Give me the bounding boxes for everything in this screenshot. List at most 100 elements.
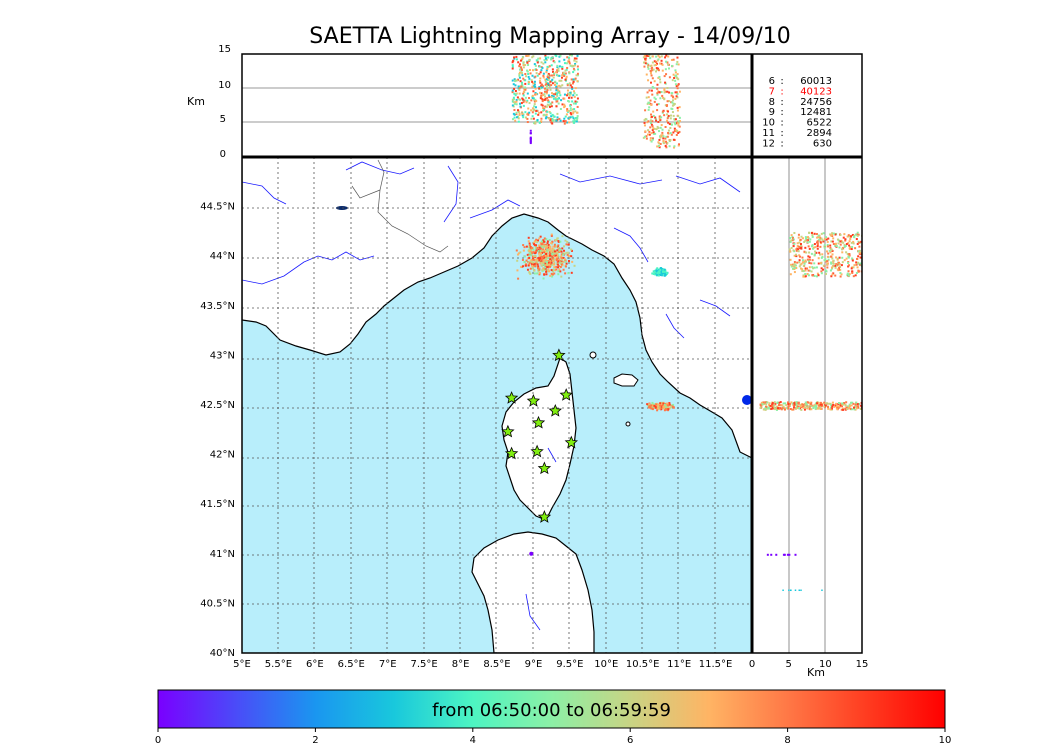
altitude-point: [664, 104, 667, 107]
altitude-point: [540, 120, 543, 123]
side-point: [794, 253, 797, 256]
side-point: [807, 255, 810, 258]
map-panel: [242, 157, 752, 653]
altitude-point: [566, 83, 569, 86]
latitude-tick-label: 41.5°N: [200, 499, 235, 510]
lightning-point: [551, 263, 554, 266]
altitude-point: [522, 61, 525, 64]
side-point: [786, 407, 789, 410]
side-point: [775, 408, 778, 411]
side-point: [826, 245, 829, 248]
side-point: [850, 235, 853, 238]
lightning-point: [551, 275, 554, 278]
side-point: [852, 275, 855, 278]
legend-separator: :: [780, 76, 783, 87]
altitude-point: [548, 83, 551, 86]
side-point: [812, 247, 815, 250]
altitude-point: [547, 82, 550, 85]
altitude-point: [569, 107, 572, 110]
altitude-point: [671, 64, 674, 67]
altitude-point: [556, 94, 559, 97]
lightning-point: [565, 262, 568, 265]
legend-count: 6522: [807, 118, 832, 129]
side-point: [771, 403, 774, 406]
altitude-point: [553, 73, 556, 76]
side-point: [766, 407, 769, 410]
altitude-point: [550, 84, 553, 87]
lightning-point: [540, 259, 543, 262]
side-point: [808, 407, 811, 410]
lightning-point: [658, 405, 661, 408]
altitude-point: [556, 116, 559, 119]
lightning-point: [662, 269, 665, 272]
altitude-point: [656, 125, 659, 128]
altitude-point: [526, 92, 529, 95]
lightning-point: [558, 268, 561, 271]
side-point: [835, 245, 838, 248]
lightning-point: [567, 255, 570, 258]
altitude-point: [545, 78, 548, 81]
side-point: [832, 243, 835, 246]
altitude-point: [530, 79, 533, 82]
altitude-point: [654, 98, 657, 101]
side-point: [859, 262, 862, 265]
side-point: [793, 271, 796, 274]
lightning-point: [563, 252, 566, 255]
altitude-point: [665, 60, 668, 63]
altitude-point: [539, 71, 542, 74]
altitude-point: [642, 56, 645, 59]
side-point: [847, 261, 850, 264]
altitude-point: [529, 72, 532, 75]
lightning-point: [555, 259, 558, 262]
longitude-tick-label: 5.5°E: [265, 659, 292, 670]
altitude-point: [555, 88, 558, 91]
side-point: [799, 403, 802, 406]
altitude-point: [644, 62, 647, 65]
altitude-point: [651, 85, 654, 88]
side-point: [811, 234, 814, 237]
capraia-island: [589, 351, 597, 359]
station-star-icon: [559, 388, 573, 401]
altitude-point: [547, 72, 550, 75]
legend-hour-label: 12: [762, 138, 775, 149]
altitude-point: [676, 96, 679, 99]
lightning-point: [560, 255, 563, 258]
altitude-point: [522, 56, 525, 59]
side-point: [854, 247, 857, 250]
legend-count: 40123: [800, 86, 832, 97]
side-point: [831, 265, 834, 268]
side-point: [825, 238, 828, 241]
altitude-point: [538, 121, 541, 124]
altitude-point: [544, 54, 547, 57]
side-point: [802, 261, 805, 264]
side-point: [789, 273, 792, 276]
lightning-point: [539, 241, 542, 244]
side-point: [789, 236, 792, 239]
side-point: [831, 234, 834, 237]
side-point: [838, 246, 841, 249]
lightning-point: [531, 262, 534, 265]
lightning-point: [527, 240, 530, 243]
alt-tick: 0: [220, 149, 226, 160]
side-point: [819, 241, 822, 244]
lightning-point: [561, 262, 564, 265]
altitude-point: [552, 60, 555, 63]
side-point: [812, 267, 815, 270]
lightning-point: [664, 273, 667, 276]
altitude-point: [677, 84, 680, 87]
side-point: [808, 258, 811, 261]
altitude-point: [569, 111, 572, 114]
altitude-point: [512, 59, 515, 62]
altitude-point: [547, 56, 550, 59]
altitude-point: [678, 125, 681, 128]
lightning-point: [656, 407, 659, 410]
side-point: [804, 267, 807, 270]
side-point: [848, 253, 851, 256]
altitude-point: [569, 91, 572, 94]
lightning-point: [567, 243, 570, 246]
altitude-point: [648, 89, 651, 92]
altitude-point: [516, 116, 519, 119]
side-point: [793, 254, 796, 257]
altitude-point: [645, 96, 648, 99]
side-lightning-points: [759, 231, 862, 592]
